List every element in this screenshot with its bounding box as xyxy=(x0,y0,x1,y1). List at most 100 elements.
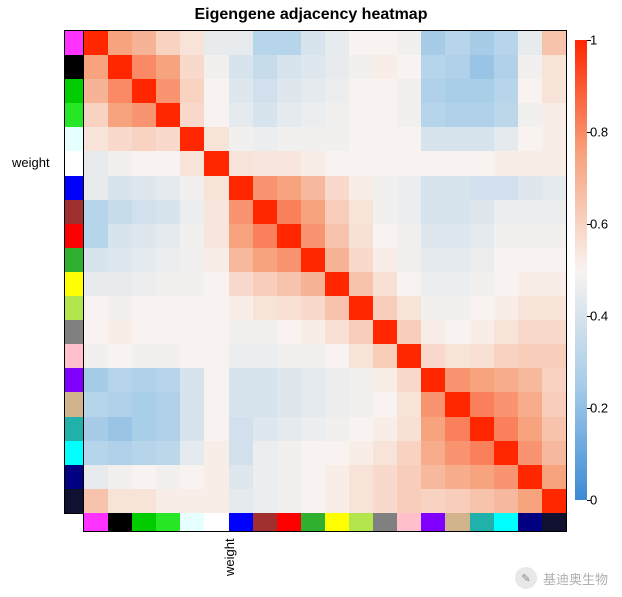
heatmap-cell xyxy=(180,200,204,224)
heatmap-cell xyxy=(132,55,156,79)
heatmap-cell xyxy=(253,296,277,320)
heatmap-cell xyxy=(180,392,204,416)
heatmap-cell xyxy=(373,441,397,465)
heatmap-cell xyxy=(84,248,108,272)
heatmap-cell xyxy=(204,296,228,320)
module-color-swatch xyxy=(65,224,83,248)
module-color-swatch xyxy=(65,151,83,175)
heatmap-cell xyxy=(542,248,566,272)
heatmap-cell xyxy=(421,55,445,79)
heatmap-cell xyxy=(108,248,132,272)
watermark-text: 基迪奥生物 xyxy=(543,569,608,588)
heatmap-cell xyxy=(156,392,180,416)
heatmap-cell xyxy=(108,368,132,392)
heatmap-cell xyxy=(494,344,518,368)
heatmap-cell xyxy=(253,489,277,513)
heatmap-cell xyxy=(156,248,180,272)
heatmap-cell xyxy=(421,31,445,55)
heatmap-cell xyxy=(518,55,542,79)
heatmap-cell xyxy=(132,368,156,392)
module-color-swatch xyxy=(65,368,83,392)
heatmap-cell xyxy=(349,224,373,248)
heatmap-cell xyxy=(470,79,494,103)
heatmap-cell xyxy=(445,320,469,344)
heatmap-cell xyxy=(253,441,277,465)
colorbar-tick-mark xyxy=(587,40,591,41)
heatmap-cell xyxy=(204,392,228,416)
heatmap-cell xyxy=(373,320,397,344)
heatmap-cell xyxy=(84,31,108,55)
heatmap-cell xyxy=(132,151,156,175)
heatmap-cell xyxy=(494,224,518,248)
module-color-swatch xyxy=(65,489,83,513)
heatmap-cell xyxy=(373,272,397,296)
heatmap-cell xyxy=(156,441,180,465)
heatmap-cell xyxy=(84,272,108,296)
heatmap-cell xyxy=(518,344,542,368)
heatmap-cell xyxy=(542,79,566,103)
heatmap-cell xyxy=(518,79,542,103)
heatmap-cell xyxy=(84,200,108,224)
heatmap-cell xyxy=(180,127,204,151)
heatmap-cell xyxy=(518,441,542,465)
heatmap-cell xyxy=(204,320,228,344)
heatmap-cell xyxy=(301,103,325,127)
heatmap-cell xyxy=(397,417,421,441)
heatmap-cell xyxy=(156,79,180,103)
heatmap-cell xyxy=(397,103,421,127)
heatmap-cell xyxy=(445,489,469,513)
heatmap-cell xyxy=(325,79,349,103)
heatmap-cell xyxy=(470,296,494,320)
heatmap-cell xyxy=(325,55,349,79)
heatmap-cell xyxy=(84,489,108,513)
heatmap-cell xyxy=(325,224,349,248)
heatmap-cell xyxy=(229,441,253,465)
heatmap-cell xyxy=(542,296,566,320)
heatmap-cell xyxy=(132,465,156,489)
heatmap-cell xyxy=(518,417,542,441)
heatmap-cell xyxy=(373,200,397,224)
heatmap-cell xyxy=(301,272,325,296)
heatmap-row xyxy=(84,31,566,55)
heatmap-cell xyxy=(542,272,566,296)
heatmap-cell xyxy=(470,151,494,175)
heatmap-cell xyxy=(277,392,301,416)
heatmap-cell xyxy=(349,489,373,513)
heatmap-cell xyxy=(132,344,156,368)
heatmap-cell xyxy=(132,417,156,441)
heatmap-cell xyxy=(494,417,518,441)
heatmap-cell xyxy=(156,489,180,513)
heatmap-cell xyxy=(108,55,132,79)
heatmap-cell xyxy=(277,320,301,344)
heatmap-cell xyxy=(494,200,518,224)
heatmap-cell xyxy=(84,151,108,175)
heatmap-cell xyxy=(349,320,373,344)
heatmap-cell xyxy=(349,392,373,416)
heatmap-cell xyxy=(542,392,566,416)
heatmap-cell xyxy=(421,79,445,103)
chart-title: Eigengene adjacency heatmap xyxy=(0,6,622,24)
heatmap-cell xyxy=(301,392,325,416)
colorbar-tick-mark xyxy=(587,316,591,317)
row-module-color-strip xyxy=(64,30,83,514)
heatmap-cell xyxy=(494,103,518,127)
heatmap-cell xyxy=(132,79,156,103)
heatmap-cell xyxy=(445,79,469,103)
column-module-color-strip xyxy=(83,513,567,532)
heatmap-cell xyxy=(325,103,349,127)
heatmap-cell xyxy=(253,248,277,272)
heatmap-cell xyxy=(373,55,397,79)
heatmap-cell xyxy=(108,224,132,248)
module-color-swatch xyxy=(65,31,83,55)
heatmap-cell xyxy=(421,441,445,465)
colorbar-tick-label: 0.4 xyxy=(590,309,608,324)
heatmap-cell xyxy=(229,151,253,175)
heatmap-cell xyxy=(277,441,301,465)
heatmap-cell xyxy=(421,103,445,127)
module-color-swatch xyxy=(156,513,180,531)
heatmap-cell xyxy=(325,489,349,513)
heatmap-cell xyxy=(542,224,566,248)
heatmap-cell xyxy=(518,224,542,248)
heatmap-cell xyxy=(518,200,542,224)
heatmap-cell xyxy=(421,248,445,272)
